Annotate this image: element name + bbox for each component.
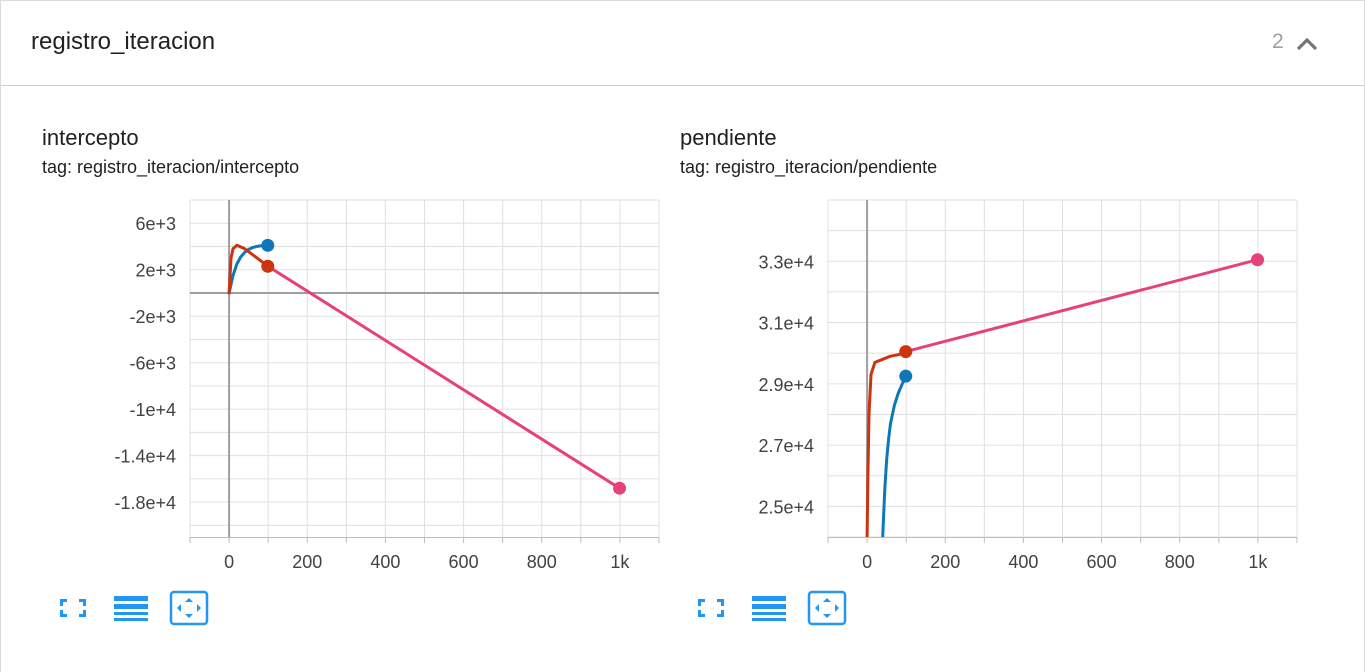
list-icon[interactable] — [748, 590, 790, 626]
y-tick-label: -1.8e+4 — [114, 493, 176, 513]
y-tick-label: 2.5e+4 — [758, 497, 814, 517]
chart-title: pendiente — [680, 125, 777, 150]
x-tick-label: 800 — [1165, 552, 1195, 572]
x-tick-label: 200 — [930, 552, 960, 572]
x-tick-label: 600 — [449, 552, 479, 572]
series-group — [865, 258, 1259, 537]
y-tick-label: 2.9e+4 — [758, 375, 814, 395]
chart-count-badge: 2 — [1272, 30, 1284, 53]
chart-plot-intercepto[interactable]: 0 200 400 600 800 1k 6e+3 2e+3 -2e+3 -6e+3 -1e+4 -1… — [42, 120, 682, 590]
chevron-up-icon[interactable] — [1294, 31, 1320, 57]
chart-tag: tag: registro_iteracion/intercepto — [42, 157, 300, 177]
x-tick-label: 1k — [1248, 552, 1268, 572]
x-tick-label: 600 — [1087, 552, 1117, 572]
section-header[interactable]: registro_iteracion 2 — [0, 0, 1365, 86]
x-tick-label: 1k — [610, 552, 630, 572]
chart-card-intercepto: intercepto tag: registro_iteracion/inter… — [42, 120, 682, 640]
series-line — [227, 243, 270, 295]
x-tick-label: 400 — [1008, 552, 1038, 572]
y-tick-label: 2.7e+4 — [758, 436, 814, 456]
series-line — [865, 350, 908, 537]
series-line — [904, 258, 1259, 354]
chart-tag: tag: registro_iteracion/pendiente — [680, 157, 938, 177]
series-line — [881, 374, 908, 537]
x-tick-label: 800 — [527, 552, 557, 572]
x-tick-label: 0 — [862, 552, 872, 572]
x-tick-label: 0 — [224, 552, 234, 572]
y-tick-label: -6e+3 — [129, 354, 176, 374]
fit-domain-icon[interactable] — [806, 590, 848, 626]
y-tick-label: -1e+4 — [129, 400, 176, 420]
y-tick-label: 6e+3 — [135, 214, 176, 234]
chart-card-pendiente: pendiente tag: registro_iteracion/pendie… — [680, 120, 1320, 640]
fullscreen-icon[interactable] — [52, 590, 94, 626]
series-end-marker — [899, 369, 913, 383]
fit-domain-icon[interactable] — [168, 590, 210, 626]
chart-plot-pendiente[interactable]: 0 200 400 600 800 1k 3.3e+4 3.1e+4 2.9e+4 2.7e+4 2… — [680, 120, 1320, 590]
y-tick-label: 2e+3 — [135, 261, 176, 281]
series-end-marker — [613, 481, 627, 495]
series-line — [266, 264, 621, 490]
y-tick-label: 3.1e+4 — [758, 314, 814, 334]
section-title: registro_iteracion — [31, 28, 216, 55]
y-tick-label: -2e+3 — [129, 307, 176, 327]
chart-title: intercepto — [42, 125, 139, 150]
series-end-marker — [899, 345, 913, 359]
fullscreen-icon[interactable] — [690, 590, 732, 626]
y-tick-label: 3.3e+4 — [758, 252, 814, 272]
x-tick-label: 400 — [370, 552, 400, 572]
y-tick-label: -1.4e+4 — [114, 447, 176, 467]
list-icon[interactable] — [110, 590, 152, 626]
series-end-marker — [261, 238, 275, 252]
series-end-marker — [261, 259, 275, 273]
x-tick-label: 200 — [292, 552, 322, 572]
series-end-marker — [1251, 253, 1265, 267]
